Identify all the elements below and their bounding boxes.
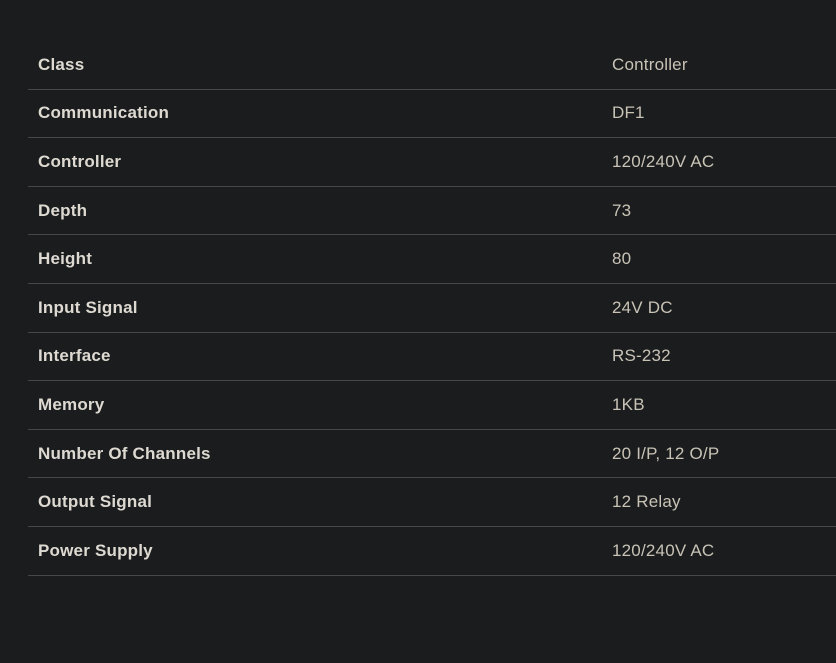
spec-label: Interface	[38, 346, 111, 366]
spec-label: Height	[38, 249, 93, 269]
spec-value: 1KB	[612, 394, 645, 414]
spec-value: 120/240V AC	[612, 540, 715, 560]
spec-value: 24V DC	[612, 297, 673, 317]
spec-row-depth: Depth 73	[28, 187, 836, 236]
spec-value: RS-232	[612, 346, 671, 366]
spec-label: Controller	[38, 151, 122, 171]
spec-label: Input Signal	[38, 297, 138, 317]
spec-label: Class	[38, 54, 85, 74]
spec-row-communication: Communication DF1	[28, 90, 836, 139]
spec-value: Controller	[612, 54, 688, 74]
spec-row-power-supply: Power Supply 120/240V AC	[28, 527, 836, 576]
spec-row-height: Height 80	[28, 235, 836, 284]
spec-value: 73	[612, 200, 632, 220]
spec-label: Output Signal	[38, 492, 153, 512]
spec-value: 80	[612, 249, 632, 269]
spec-label: Depth	[38, 200, 88, 220]
spec-row-interface: Interface RS-232	[28, 333, 836, 382]
spec-value: DF1	[612, 103, 645, 123]
spec-row-memory: Memory 1KB	[28, 381, 836, 430]
spec-label: Power Supply	[38, 540, 153, 560]
spec-label: Number Of Channels	[38, 443, 211, 463]
spec-value: 120/240V AC	[612, 151, 715, 171]
spec-row-number-of-channels: Number Of Channels 20 I/P, 12 O/P	[28, 430, 836, 479]
spec-value: 20 I/P, 12 O/P	[612, 443, 720, 463]
spec-label: Memory	[38, 394, 105, 414]
spec-label: Communication	[38, 103, 170, 123]
spec-row-input-signal: Input Signal 24V DC	[28, 284, 836, 333]
spec-row-controller: Controller 120/240V AC	[28, 138, 836, 187]
spec-row-output-signal: Output Signal 12 Relay	[28, 478, 836, 527]
spec-row-class: Class Controller	[28, 41, 836, 90]
spec-value: 12 Relay	[612, 492, 681, 512]
specification-table: Class Controller Communication DF1 Contr…	[28, 41, 836, 576]
